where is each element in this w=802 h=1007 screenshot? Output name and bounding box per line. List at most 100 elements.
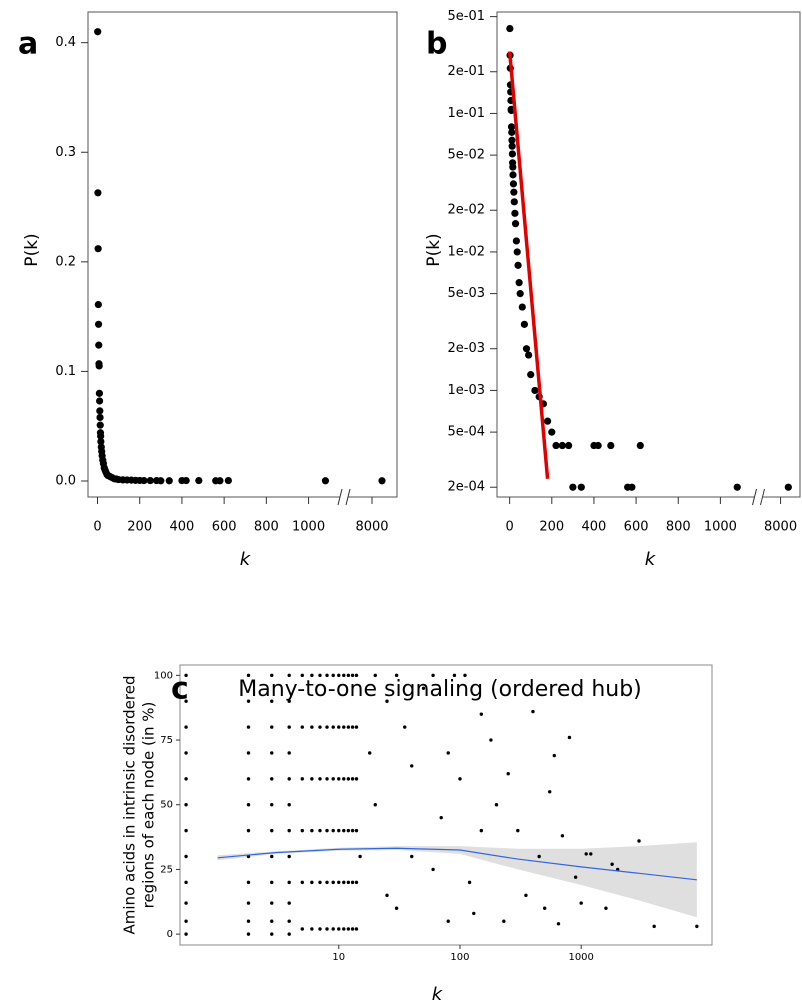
panel-letter: b xyxy=(426,27,447,62)
data-point xyxy=(270,777,274,781)
data-point xyxy=(508,136,516,144)
data-point xyxy=(385,699,389,703)
data-point xyxy=(184,880,188,885)
data-point xyxy=(431,867,435,872)
x-axis-label: k xyxy=(432,984,444,1005)
data-point xyxy=(270,901,274,905)
data-point xyxy=(506,24,514,33)
data-point xyxy=(511,220,520,228)
data-point xyxy=(584,852,588,856)
data-point xyxy=(95,341,103,349)
data-point xyxy=(494,803,499,807)
data-point xyxy=(270,751,274,755)
data-point xyxy=(508,150,516,158)
data-point xyxy=(287,699,291,703)
data-point xyxy=(287,932,291,936)
data-point xyxy=(318,880,322,885)
x-tick-label: 1000 xyxy=(704,520,737,535)
y-tick-label: 0.1 xyxy=(55,364,76,379)
data-point xyxy=(510,188,518,196)
data-point xyxy=(565,441,573,450)
y-tick-label: 5e-02 xyxy=(447,148,485,163)
data-point xyxy=(342,777,346,781)
data-point xyxy=(579,901,583,905)
smooth-line xyxy=(217,847,697,881)
data-point xyxy=(479,828,484,833)
y-tick-label: 1e-01 xyxy=(447,106,485,121)
x-tick-label: 600 xyxy=(212,520,237,535)
data-point xyxy=(287,725,291,729)
data-point xyxy=(604,906,608,910)
data-point xyxy=(516,828,520,833)
data-point xyxy=(325,777,329,781)
data-point xyxy=(246,777,251,781)
data-point xyxy=(507,123,516,131)
data-point xyxy=(246,673,251,678)
data-point xyxy=(184,725,188,729)
data-point xyxy=(318,828,322,833)
chart-title: Many-to-one signaling (ordered hub) xyxy=(238,677,642,702)
data-point xyxy=(95,389,103,397)
data-point xyxy=(310,673,314,678)
data-point xyxy=(342,880,346,885)
data-point xyxy=(287,919,291,923)
fit-line xyxy=(507,51,550,479)
x-tick-label: 1000 xyxy=(568,952,593,963)
plot-frame xyxy=(179,664,713,946)
data-point xyxy=(195,476,203,485)
data-point xyxy=(560,834,565,838)
data-point xyxy=(446,751,450,755)
data-point xyxy=(184,673,188,678)
data-point xyxy=(472,911,476,916)
data-point xyxy=(310,725,314,729)
data-point xyxy=(569,483,577,491)
data-point xyxy=(354,927,359,931)
data-point xyxy=(354,777,359,781)
y-tick-label: 5e-01 xyxy=(447,9,485,24)
data-point xyxy=(318,673,322,678)
data-point xyxy=(513,248,521,256)
data-point xyxy=(287,751,291,755)
data-point xyxy=(346,828,351,833)
data-point xyxy=(300,725,304,729)
data-point xyxy=(610,862,614,866)
data-point xyxy=(548,790,552,794)
data-point xyxy=(525,351,533,359)
x-tick-label: 0 xyxy=(506,520,514,535)
y-tick-label: 2e-02 xyxy=(447,203,485,218)
data-point xyxy=(184,803,188,807)
x-tick-label: 100 xyxy=(450,952,469,963)
data-point xyxy=(509,180,518,188)
y-tick-label: 2e-03 xyxy=(447,341,485,356)
data-point xyxy=(287,803,291,807)
data-point xyxy=(94,320,103,328)
data-point xyxy=(300,777,304,781)
data-point xyxy=(94,300,102,309)
data-point xyxy=(325,927,329,931)
data-point xyxy=(300,927,304,931)
data-point xyxy=(403,725,407,729)
plot-frame xyxy=(496,11,801,498)
data-point xyxy=(378,477,386,485)
data-point xyxy=(410,854,414,859)
data-point xyxy=(287,777,291,781)
plot-frame xyxy=(87,11,398,498)
data-point xyxy=(94,28,102,36)
data-point xyxy=(652,924,656,929)
data-point xyxy=(537,854,541,859)
data-point xyxy=(95,362,103,370)
data-point xyxy=(331,828,335,833)
data-point xyxy=(321,477,330,485)
data-point xyxy=(325,880,329,885)
data-point xyxy=(439,815,443,820)
y-tick-label: 0.3 xyxy=(55,145,76,160)
x-tick-label: 800 xyxy=(254,520,279,535)
data-point xyxy=(489,738,493,742)
data-point xyxy=(182,476,190,485)
data-point xyxy=(216,477,224,485)
data-point xyxy=(246,919,251,923)
data-point xyxy=(421,686,426,690)
x-tick-label: 8000 xyxy=(764,520,797,535)
data-point xyxy=(524,893,528,898)
